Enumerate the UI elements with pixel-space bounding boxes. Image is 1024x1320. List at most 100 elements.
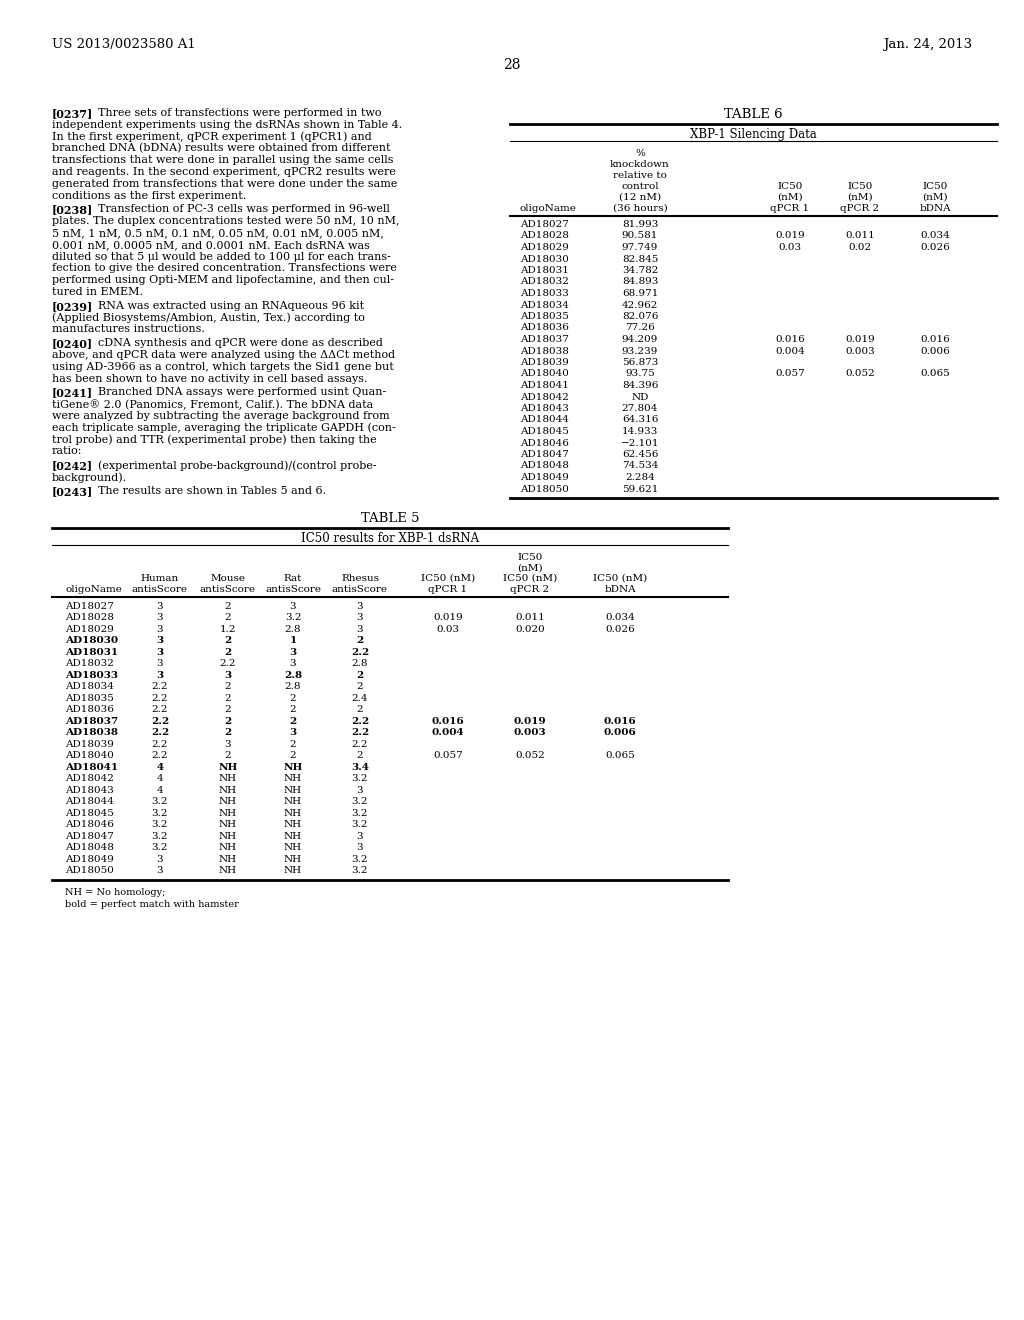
Text: [0243]: [0243] <box>52 486 93 496</box>
Text: 2.4: 2.4 <box>352 693 369 702</box>
Text: 2: 2 <box>290 739 296 748</box>
Text: 0.016: 0.016 <box>432 717 464 726</box>
Text: AD18050: AD18050 <box>65 866 114 875</box>
Text: NH: NH <box>284 785 302 795</box>
Text: (nM): (nM) <box>847 193 872 202</box>
Text: AD18038: AD18038 <box>65 729 118 737</box>
Text: AD18039: AD18039 <box>520 358 569 367</box>
Text: AD18037: AD18037 <box>520 335 569 345</box>
Text: cDNA synthesis and qPCR were done as described: cDNA synthesis and qPCR were done as des… <box>98 338 383 348</box>
Text: 3: 3 <box>356 785 364 795</box>
Text: 2.8: 2.8 <box>284 671 302 680</box>
Text: [0238]: [0238] <box>52 205 93 215</box>
Text: 2: 2 <box>224 648 231 656</box>
Text: 94.209: 94.209 <box>622 335 658 345</box>
Text: tiGene® 2.0 (Panomics, Fremont, Calif.). The bDNA data: tiGene® 2.0 (Panomics, Fremont, Calif.).… <box>52 399 374 409</box>
Text: 3.2: 3.2 <box>152 797 168 807</box>
Text: bold = perfect match with hamster: bold = perfect match with hamster <box>65 900 239 908</box>
Text: 1.2: 1.2 <box>220 624 237 634</box>
Text: 2.2: 2.2 <box>351 648 369 656</box>
Text: AD18030: AD18030 <box>520 255 569 264</box>
Text: diluted so that 5 μl would be added to 100 μl for each trans-: diluted so that 5 μl would be added to 1… <box>52 252 391 261</box>
Text: IC50 (nM): IC50 (nM) <box>421 574 475 582</box>
Text: NH: NH <box>219 809 238 817</box>
Text: 3.2: 3.2 <box>352 774 369 783</box>
Text: XBP-1 Silencing Data: XBP-1 Silencing Data <box>690 128 817 141</box>
Text: IC50 (nM): IC50 (nM) <box>593 574 647 582</box>
Text: 2.2: 2.2 <box>152 751 168 760</box>
Text: 3: 3 <box>157 612 163 622</box>
Text: AD18037: AD18037 <box>65 717 118 726</box>
Text: 3.2: 3.2 <box>152 820 168 829</box>
Text: 2.8: 2.8 <box>285 682 301 692</box>
Text: 0.006: 0.006 <box>603 729 636 737</box>
Text: 62.456: 62.456 <box>622 450 658 459</box>
Text: AD18045: AD18045 <box>65 809 114 817</box>
Text: relative to: relative to <box>613 172 667 180</box>
Text: oligoName: oligoName <box>65 585 122 594</box>
Text: AD18043: AD18043 <box>65 785 114 795</box>
Text: AD18038: AD18038 <box>520 346 569 355</box>
Text: NH: NH <box>219 854 238 863</box>
Text: NH: NH <box>284 797 302 807</box>
Text: 2.2: 2.2 <box>152 693 168 702</box>
Text: has been shown to have no activity in cell based assays.: has been shown to have no activity in ce… <box>52 374 368 384</box>
Text: 82.076: 82.076 <box>622 312 658 321</box>
Text: 2.2: 2.2 <box>351 717 369 726</box>
Text: AD18034: AD18034 <box>520 301 569 309</box>
Text: 2: 2 <box>224 602 231 611</box>
Text: 74.534: 74.534 <box>622 462 658 470</box>
Text: 4: 4 <box>157 785 163 795</box>
Text: manufactures instructions.: manufactures instructions. <box>52 325 205 334</box>
Text: antisScore: antisScore <box>265 585 321 594</box>
Text: branched DNA (bDNA) results were obtained from different: branched DNA (bDNA) results were obtaine… <box>52 144 390 153</box>
Text: NH: NH <box>219 774 238 783</box>
Text: 3: 3 <box>157 671 164 680</box>
Text: 2: 2 <box>290 717 297 726</box>
Text: NH: NH <box>219 820 238 829</box>
Text: 5 nM, 1 nM, 0.5 nM, 0.1 nM, 0.05 nM, 0.01 nM, 0.005 nM,: 5 nM, 1 nM, 0.5 nM, 0.1 nM, 0.05 nM, 0.0… <box>52 228 384 238</box>
Text: 2.2: 2.2 <box>152 705 168 714</box>
Text: qPCR 1: qPCR 1 <box>770 205 810 213</box>
Text: 3: 3 <box>157 854 163 863</box>
Text: Rhesus: Rhesus <box>341 574 379 582</box>
Text: [0237]: [0237] <box>52 108 93 119</box>
Text: 84.396: 84.396 <box>622 381 658 389</box>
Text: AD18048: AD18048 <box>65 843 114 853</box>
Text: independent experiments using the dsRNAs shown in Table 4.: independent experiments using the dsRNAs… <box>52 120 402 129</box>
Text: AD18047: AD18047 <box>520 450 569 459</box>
Text: AD18029: AD18029 <box>520 243 569 252</box>
Text: 81.993: 81.993 <box>622 220 658 228</box>
Text: (12 nM): (12 nM) <box>618 193 662 202</box>
Text: 90.581: 90.581 <box>622 231 658 240</box>
Text: NH: NH <box>219 832 238 841</box>
Text: 0.004: 0.004 <box>432 729 464 737</box>
Text: AD18036: AD18036 <box>65 705 114 714</box>
Text: NH: NH <box>219 785 238 795</box>
Text: 97.749: 97.749 <box>622 243 658 252</box>
Text: 3: 3 <box>157 636 164 645</box>
Text: 2: 2 <box>224 612 231 622</box>
Text: NH: NH <box>284 843 302 853</box>
Text: NH = No homology;: NH = No homology; <box>65 887 165 896</box>
Text: AD18041: AD18041 <box>520 381 569 389</box>
Text: 2.2: 2.2 <box>220 659 237 668</box>
Text: AD18042: AD18042 <box>65 774 114 783</box>
Text: AD18033: AD18033 <box>520 289 569 298</box>
Text: 34.782: 34.782 <box>622 267 658 275</box>
Text: NH: NH <box>284 809 302 817</box>
Text: qPCR 2: qPCR 2 <box>841 205 880 213</box>
Text: 0.034: 0.034 <box>921 231 950 240</box>
Text: (36 hours): (36 hours) <box>612 205 668 213</box>
Text: 0.052: 0.052 <box>515 751 545 760</box>
Text: AD18047: AD18047 <box>65 832 114 841</box>
Text: 93.75: 93.75 <box>625 370 655 379</box>
Text: 3: 3 <box>157 624 163 634</box>
Text: AD18031: AD18031 <box>520 267 569 275</box>
Text: −2.101: −2.101 <box>621 438 659 447</box>
Text: AD18041: AD18041 <box>65 763 118 772</box>
Text: 2: 2 <box>356 751 364 760</box>
Text: 2: 2 <box>356 705 364 714</box>
Text: 3: 3 <box>356 624 364 634</box>
Text: 59.621: 59.621 <box>622 484 658 494</box>
